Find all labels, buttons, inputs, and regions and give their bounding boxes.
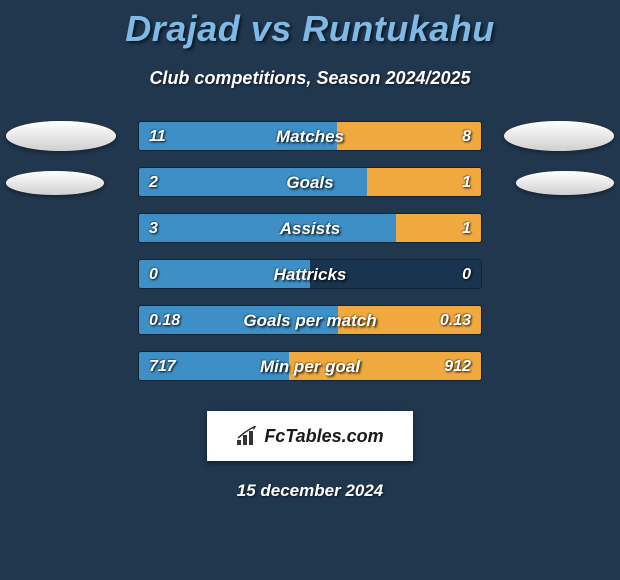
player-badge-right [516, 171, 614, 195]
stat-bar: 717912Min per goal [138, 351, 482, 381]
stat-bar: 00Hattricks [138, 259, 482, 289]
stat-value-left: 717 [149, 352, 176, 382]
stat-value-right: 912 [444, 352, 471, 382]
stat-bar: 21Goals [138, 167, 482, 197]
stat-value-left: 0.18 [149, 306, 180, 336]
player-badge-left [6, 121, 116, 151]
stat-bar-right [337, 122, 481, 150]
stat-row: 717912Min per goal [0, 351, 620, 397]
stat-bar-left [139, 260, 310, 288]
player-badge-right [504, 121, 614, 151]
stat-value-right: 8 [462, 122, 471, 152]
stat-value-left: 11 [149, 122, 166, 152]
page-title: Drajad vs Runtukahu [0, 0, 620, 50]
stat-row: 21Goals [0, 167, 620, 213]
footer-logo: FcTables.com [207, 411, 413, 461]
stat-row: 00Hattricks [0, 259, 620, 305]
stats-container: 118Matches21Goals31Assists00Hattricks0.1… [0, 121, 620, 397]
stat-value-right: 1 [462, 214, 471, 244]
stat-value-left: 0 [149, 260, 158, 290]
stat-row: 31Assists [0, 213, 620, 259]
stat-bar: 31Assists [138, 213, 482, 243]
stat-bar-left [139, 168, 367, 196]
stat-row: 0.180.13Goals per match [0, 305, 620, 351]
subtitle: Club competitions, Season 2024/2025 [0, 68, 620, 89]
stat-value-right: 0 [462, 260, 471, 290]
stat-bar: 118Matches [138, 121, 482, 151]
stat-value-right: 0.13 [440, 306, 471, 336]
stat-row: 118Matches [0, 121, 620, 167]
stat-value-left: 3 [149, 214, 158, 244]
stat-bar-left [139, 122, 337, 150]
fctables-icon [236, 426, 260, 446]
stat-value-left: 2 [149, 168, 158, 198]
stat-bar: 0.180.13Goals per match [138, 305, 482, 335]
player-badge-left [6, 171, 104, 195]
stat-bar-left [139, 214, 396, 242]
stat-value-right: 1 [462, 168, 471, 198]
date-label: 15 december 2024 [0, 481, 620, 501]
footer-logo-text: FcTables.com [264, 426, 383, 447]
